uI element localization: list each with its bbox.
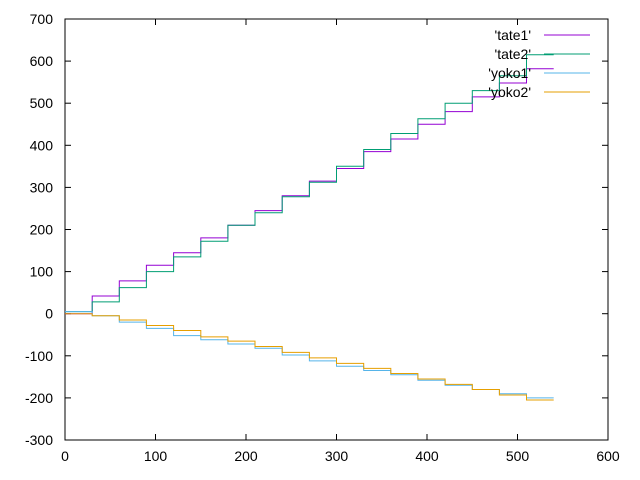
legend-label-3: 'yoko2' <box>488 84 531 100</box>
y-tick-label: 400 <box>30 137 54 153</box>
axis-ticks: 0 100 200 300 400 500 600 -300 -200 -100 0 100 200 30… <box>25 11 620 464</box>
series-line-1 <box>65 54 554 313</box>
x-tick-label: 400 <box>415 448 439 464</box>
y-tick-label: -100 <box>25 348 53 364</box>
x-tick-label: 600 <box>596 448 620 464</box>
y-tick-label: 700 <box>30 11 54 27</box>
y-tick-label: 600 <box>30 53 54 69</box>
series-group <box>65 54 554 401</box>
x-tick-label: 100 <box>144 448 168 464</box>
legend-label-0: 'tate1' <box>495 27 531 43</box>
x-tick-label: 0 <box>61 448 69 464</box>
y-tick-label: 500 <box>30 95 54 111</box>
x-tick-label: 200 <box>234 448 258 464</box>
y-tick-label: 0 <box>45 306 53 322</box>
y-tick-label: 100 <box>30 264 54 280</box>
x-tick-label: 500 <box>506 448 530 464</box>
y-tick-label: 200 <box>30 222 54 238</box>
legend-label-2: 'yoko1' <box>488 65 531 81</box>
y-tick-label: -300 <box>25 432 53 448</box>
y-tick-label: -200 <box>25 390 53 406</box>
series-line-3 <box>65 313 554 401</box>
x-tick-label: 300 <box>325 448 349 464</box>
y-tick-label: 300 <box>30 179 54 195</box>
legend: 'tate1' 'tate2' 'yoko1' 'yoko2' <box>488 27 590 100</box>
legend-label-1: 'tate2' <box>495 46 531 62</box>
